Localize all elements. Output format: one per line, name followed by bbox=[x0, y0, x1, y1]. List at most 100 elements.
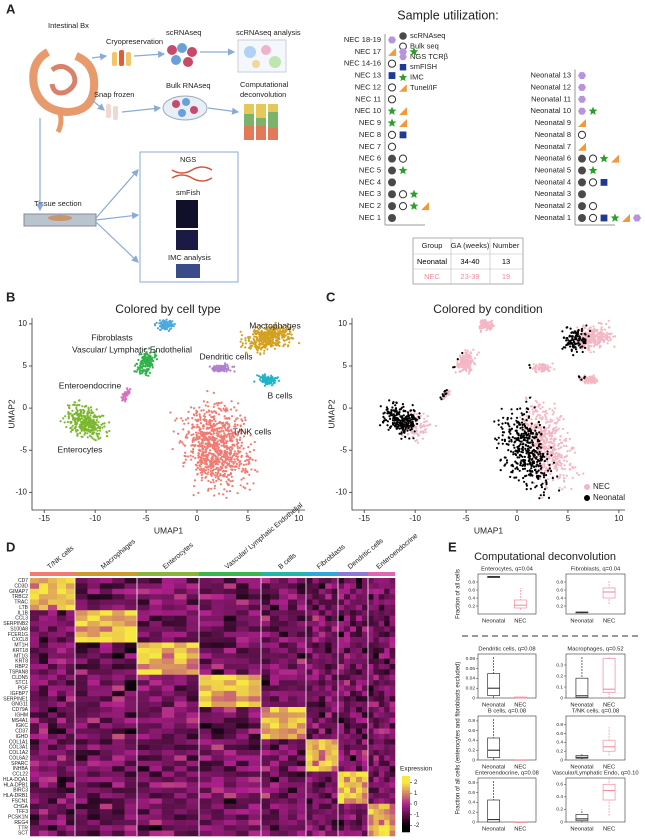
point bbox=[289, 331, 291, 333]
point bbox=[198, 406, 200, 408]
point bbox=[541, 486, 543, 488]
point bbox=[83, 419, 85, 421]
cell bbox=[332, 637, 339, 643]
point bbox=[543, 476, 545, 478]
cell bbox=[390, 626, 396, 632]
group-label: Enteroendocrine bbox=[375, 532, 419, 570]
point bbox=[226, 440, 228, 442]
point bbox=[210, 460, 212, 462]
cell bbox=[356, 600, 362, 606]
symbol bbox=[388, 84, 395, 91]
cell bbox=[312, 583, 319, 589]
point bbox=[538, 421, 540, 423]
point bbox=[147, 363, 149, 365]
point bbox=[546, 453, 548, 455]
point bbox=[578, 376, 580, 378]
y-axis-label: UMAP2 bbox=[326, 399, 336, 429]
cell bbox=[75, 616, 88, 622]
symbol bbox=[589, 203, 596, 210]
point bbox=[291, 334, 293, 336]
cell bbox=[325, 637, 332, 643]
cell bbox=[174, 626, 187, 632]
cell bbox=[384, 632, 390, 638]
legend-label: scRNAseq bbox=[410, 31, 445, 40]
point bbox=[244, 417, 246, 419]
y-tick-label: 0 bbox=[23, 403, 28, 412]
cell bbox=[112, 578, 125, 584]
label: Computational bbox=[240, 80, 289, 89]
point bbox=[274, 377, 276, 379]
cell bbox=[149, 578, 162, 584]
cell bbox=[211, 653, 224, 659]
table-cell: Neonatal bbox=[417, 257, 447, 266]
cell bbox=[57, 626, 66, 632]
point bbox=[522, 429, 524, 431]
point bbox=[213, 406, 215, 408]
y-axis-label: UMAP2 bbox=[6, 399, 16, 429]
cell bbox=[75, 659, 88, 665]
point bbox=[248, 474, 250, 476]
point bbox=[525, 401, 527, 403]
cell bbox=[312, 621, 319, 627]
cell bbox=[125, 589, 138, 595]
point bbox=[589, 327, 591, 329]
x-tick-label: 10 bbox=[294, 514, 303, 523]
cell bbox=[39, 605, 48, 611]
point bbox=[222, 425, 224, 427]
point bbox=[568, 335, 570, 337]
cell bbox=[112, 594, 125, 600]
cell bbox=[100, 643, 113, 649]
point bbox=[535, 472, 537, 474]
cell bbox=[350, 610, 356, 616]
point bbox=[591, 381, 593, 383]
point bbox=[187, 422, 189, 424]
cell bbox=[75, 605, 88, 611]
point bbox=[216, 370, 218, 372]
point bbox=[556, 417, 558, 419]
cell bbox=[319, 653, 326, 659]
point bbox=[205, 476, 207, 478]
point bbox=[209, 414, 211, 416]
point bbox=[537, 414, 539, 416]
point bbox=[518, 479, 520, 481]
cell bbox=[344, 637, 350, 643]
cell bbox=[373, 578, 379, 584]
point bbox=[536, 371, 538, 373]
cell bbox=[325, 632, 332, 638]
cell bbox=[174, 648, 187, 654]
cell bbox=[332, 643, 339, 649]
point bbox=[560, 442, 562, 444]
point bbox=[253, 449, 255, 451]
sample-label: Neonatal 6 bbox=[535, 154, 571, 163]
point bbox=[187, 411, 189, 413]
point bbox=[540, 468, 542, 470]
cell bbox=[312, 626, 319, 632]
point bbox=[89, 417, 91, 419]
symbol bbox=[399, 166, 408, 174]
point bbox=[234, 423, 236, 425]
cell bbox=[338, 626, 344, 632]
cell bbox=[149, 621, 162, 627]
point bbox=[399, 421, 401, 423]
point bbox=[149, 366, 151, 368]
point bbox=[216, 432, 218, 434]
cell bbox=[312, 589, 319, 595]
point bbox=[194, 479, 196, 481]
cell bbox=[211, 626, 224, 632]
point bbox=[201, 438, 203, 440]
point bbox=[527, 408, 529, 410]
cell bbox=[39, 589, 48, 595]
point bbox=[230, 408, 232, 410]
cell bbox=[325, 600, 332, 606]
point bbox=[608, 320, 610, 322]
point bbox=[208, 488, 210, 490]
point bbox=[278, 380, 280, 382]
point bbox=[184, 452, 186, 454]
point bbox=[523, 439, 525, 441]
point bbox=[511, 413, 513, 415]
point bbox=[526, 440, 528, 442]
cell bbox=[75, 578, 88, 584]
cell bbox=[236, 589, 249, 595]
point bbox=[542, 443, 544, 445]
cell bbox=[57, 632, 66, 638]
